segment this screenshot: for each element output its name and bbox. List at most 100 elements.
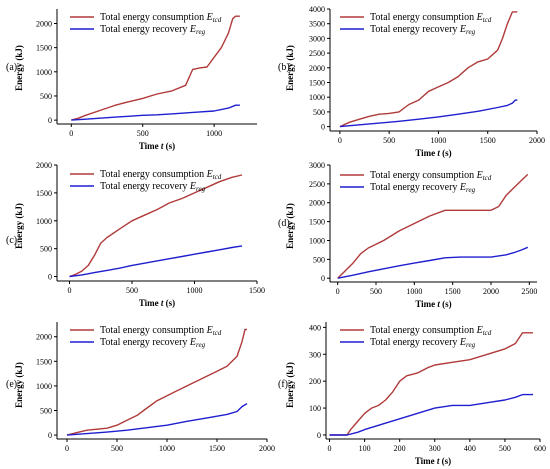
- chart-panel-2: 0 500 1000 1500 2000 2500 3000 3500 4000 0 500 1000…: [278, 5, 545, 158]
- y-axis-label: Energy (kJ): [285, 45, 295, 91]
- chart-panel-4: 0 500 1000 1500 2000 2500 3000 0 500 1000 1500 2000…: [278, 161, 537, 309]
- x-tick-label: 500: [111, 444, 123, 453]
- x-tick-label: 0: [338, 136, 342, 145]
- series-line-consumption: [329, 332, 533, 436]
- series-line-recovery: [71, 104, 240, 121]
- legend-label-recovery: Total energy recovery Ereg: [370, 337, 476, 349]
- y-tick-label: 500: [40, 245, 52, 254]
- legend-label-recovery: Total energy recovery Ereg: [100, 337, 206, 349]
- panel-label: (e): [6, 379, 17, 390]
- panel-label: (a): [6, 62, 17, 73]
- y-axis-label: Energy (kJ): [14, 362, 24, 408]
- series-line-recovery: [66, 402, 248, 436]
- y-tick-label: 1500: [309, 78, 325, 87]
- panel-label: (f): [278, 379, 288, 390]
- x-tick-label: 2000: [259, 444, 275, 453]
- y-tick-label: 2000: [309, 64, 325, 73]
- y-tick-label: 0: [321, 274, 325, 283]
- y-tick-label: 100: [309, 404, 321, 413]
- x-tick-label: 500: [137, 129, 149, 138]
- x-tick-label: 0: [65, 444, 69, 453]
- y-tick-label: 3000: [309, 161, 325, 170]
- x-tick-label: 500: [126, 286, 138, 295]
- series-line-recovery: [329, 393, 533, 436]
- x-tick-label: 1000: [187, 286, 203, 295]
- y-axis-label: Energy (kJ): [14, 45, 24, 91]
- x-tick-label: 0: [336, 287, 340, 296]
- y-tick-label: 2000: [36, 19, 52, 28]
- x-tick-label: 400: [464, 444, 476, 453]
- y-tick-label: 500: [313, 108, 325, 117]
- x-tick-label: 1500: [480, 136, 496, 145]
- x-tick-label: 500: [499, 444, 511, 453]
- x-tick-label: 2500: [521, 287, 537, 296]
- y-tick-label: 2000: [309, 199, 325, 208]
- y-tick-label: 2000: [36, 333, 52, 342]
- y-tick-label: 0: [317, 431, 321, 440]
- x-tick-label: 1500: [249, 286, 265, 295]
- y-tick-label: 1000: [36, 68, 52, 77]
- y-tick-label: 4000: [309, 5, 325, 14]
- series-line-recovery: [339, 99, 518, 128]
- y-axis-label: Energy (kJ): [14, 203, 24, 249]
- panel-label: (d): [278, 218, 290, 229]
- x-axis-label: Time t (s): [139, 298, 175, 308]
- x-tick-label: 100: [359, 444, 371, 453]
- panel-label: (b): [278, 62, 290, 73]
- chart-panel-3: 0 500 1000 1500 2000 0 500 1000 1500 Total energy…: [6, 161, 265, 308]
- y-tick-label: 0: [48, 431, 52, 440]
- y-tick-label: 1500: [36, 357, 52, 366]
- y-tick-label: 1000: [309, 236, 325, 245]
- legend-label-consumption: Total energy consumption Etcd: [100, 169, 222, 181]
- x-tick-label: 1000: [159, 444, 175, 453]
- x-tick-label: 0: [68, 286, 72, 295]
- x-tick-label: 1000: [206, 129, 222, 138]
- y-axis-label: Energy (kJ): [285, 362, 295, 408]
- y-tick-label: 500: [40, 406, 52, 415]
- y-tick-label: 2500: [309, 49, 325, 58]
- x-tick-label: 1500: [209, 444, 225, 453]
- series-line-consumption: [71, 15, 240, 121]
- y-tick-label: 0: [48, 273, 52, 282]
- y-tick-label: 3000: [309, 34, 325, 43]
- legend-label-consumption: Total energy consumption Etcd: [100, 12, 222, 24]
- y-tick-label: 2500: [309, 180, 325, 189]
- x-tick-label: 300: [429, 444, 441, 453]
- y-tick-label: 2000: [36, 161, 52, 170]
- x-tick-label: 600: [534, 444, 546, 453]
- y-tick-label: 1000: [309, 93, 325, 102]
- x-tick-label: 500: [370, 287, 382, 296]
- x-axis-label: Time t (s): [415, 456, 451, 466]
- x-tick-label: 2000: [529, 136, 545, 145]
- series-line-recovery: [69, 245, 243, 278]
- y-tick-label: 300: [309, 350, 321, 359]
- x-tick-label: 500: [383, 136, 395, 145]
- panel-label: (c): [6, 235, 17, 246]
- y-tick-label: 0: [321, 123, 325, 132]
- chart-panel-1: 0 500 1000 1500 2000 0 500 1000 Total energy con…: [6, 9, 257, 151]
- legend-label-recovery: Total energy recovery Ereg: [100, 181, 206, 193]
- x-axis-label: Time t (s): [415, 299, 451, 309]
- legend-label-recovery: Total energy recovery Ereg: [370, 24, 476, 36]
- legend-label-consumption: Total energy consumption Etcd: [100, 325, 222, 337]
- chart-panel-5: 0 500 1000 1500 2000 0 500 1000 1500 2000 Total en…: [6, 322, 275, 453]
- x-tick-label: 2000: [483, 287, 499, 296]
- y-tick-label: 1000: [36, 217, 52, 226]
- x-tick-label: 1500: [445, 287, 461, 296]
- legend-label-consumption: Total energy consumption Etcd: [370, 12, 492, 24]
- x-tick-label: 1000: [430, 136, 446, 145]
- y-tick-label: 500: [313, 255, 325, 264]
- y-axis-label: Energy (kJ): [285, 203, 295, 249]
- x-tick-label: 1000: [406, 287, 422, 296]
- series-line-recovery: [337, 246, 529, 279]
- series-line-consumption: [339, 11, 518, 128]
- y-tick-label: 400: [309, 323, 321, 332]
- y-tick-label: 1500: [309, 218, 325, 227]
- legend-label-consumption: Total energy consumption Etcd: [370, 170, 492, 182]
- x-tick-label: 200: [394, 444, 406, 453]
- x-axis-label: Time t (s): [139, 141, 175, 151]
- y-tick-label: 0: [48, 116, 52, 125]
- x-axis-label: Time t (s): [415, 148, 451, 158]
- legend-label-consumption: Total energy consumption Etcd: [370, 325, 492, 337]
